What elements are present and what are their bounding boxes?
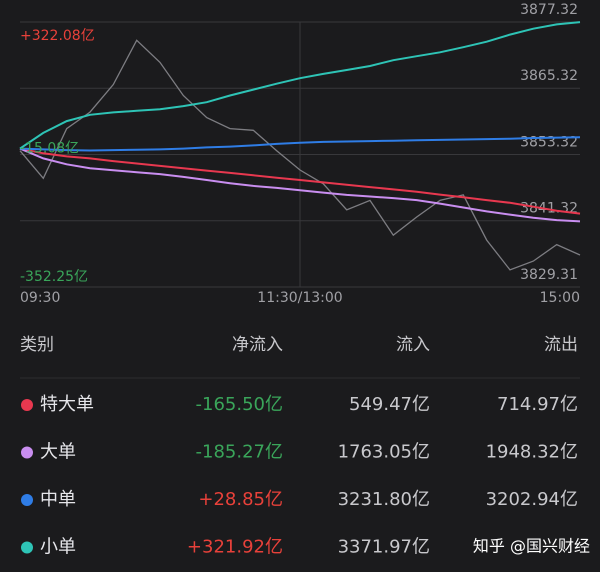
index-line bbox=[19, 39, 581, 271]
table-header: 流出 bbox=[544, 335, 578, 355]
legend-dot bbox=[21, 399, 33, 411]
table-cell: 3371.97亿 bbox=[338, 537, 430, 558]
table-cell: 1763.05亿 bbox=[338, 442, 430, 463]
category-name: 小单 bbox=[40, 537, 76, 558]
flow-line bbox=[19, 136, 581, 152]
flow-line bbox=[19, 21, 581, 150]
legend-dot bbox=[21, 541, 33, 554]
table-header: 类别 bbox=[20, 335, 54, 355]
category-name: 大单 bbox=[40, 442, 76, 463]
flow-line bbox=[19, 147, 581, 223]
y2-tick-label: 3865.32 bbox=[520, 68, 578, 84]
x-tick-label: 11:30/13:00 bbox=[257, 290, 342, 306]
y2-tick-label: 3877.32 bbox=[520, 2, 578, 18]
table-cell: 714.97亿 bbox=[497, 394, 578, 415]
flow-line bbox=[19, 147, 581, 215]
table-cell: 1948.32亿 bbox=[486, 442, 578, 463]
legend-dot bbox=[21, 446, 33, 459]
table-header: 流入 bbox=[396, 335, 430, 355]
category-name: 中单 bbox=[40, 489, 76, 510]
x-tick-label: 09:30 bbox=[20, 290, 60, 306]
y-tick-label: -15.08亿 bbox=[20, 140, 79, 156]
y-tick-label: +322.08亿 bbox=[20, 28, 95, 44]
table-cell: 3202.94亿 bbox=[486, 489, 578, 510]
table-cell: 3231.80亿 bbox=[338, 489, 430, 510]
y2-tick-label: 3829.31 bbox=[520, 267, 578, 283]
category-name: 特大单 bbox=[40, 394, 94, 415]
table-cell: -165.50亿 bbox=[196, 394, 283, 415]
table-cell: -185.27亿 bbox=[196, 442, 283, 463]
y-tick-label: -352.25亿 bbox=[20, 269, 88, 285]
watermark: 知乎 @国兴财经 bbox=[473, 537, 590, 556]
table-cell: 549.47亿 bbox=[349, 394, 430, 415]
x-tick-label: 15:00 bbox=[540, 290, 580, 306]
legend-dot bbox=[21, 494, 33, 506]
table-header: 净流入 bbox=[232, 335, 283, 355]
table-cell: +28.85亿 bbox=[198, 489, 283, 510]
table-cell: +321.92亿 bbox=[187, 537, 283, 558]
